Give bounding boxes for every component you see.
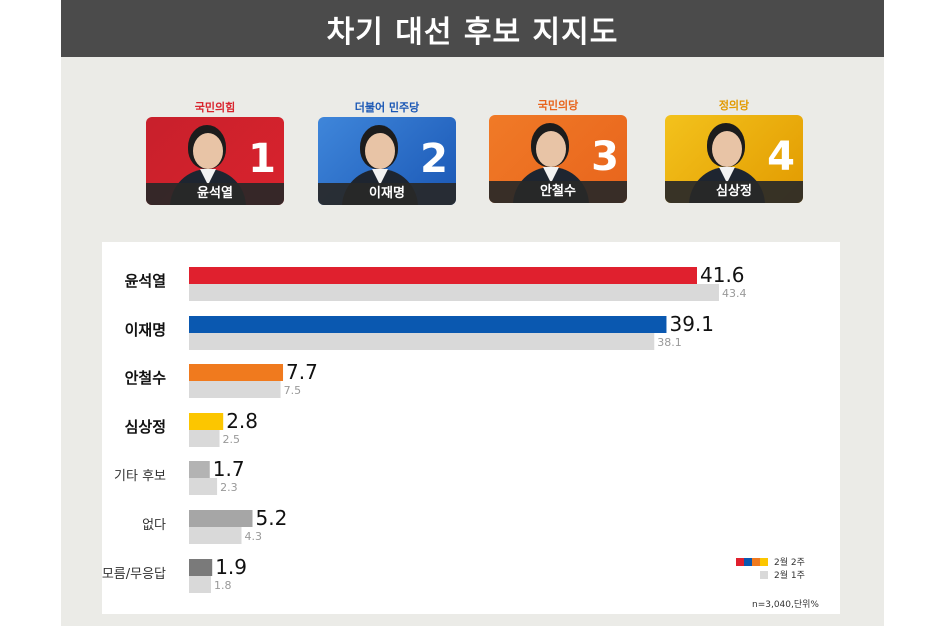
party-label: 더불어 민주당 bbox=[354, 101, 420, 114]
legend-swatch-previous bbox=[736, 570, 768, 579]
candidate-card-1: 국민의힘 1 윤석열 bbox=[146, 100, 284, 205]
value-label-previous: 2.3 bbox=[220, 481, 238, 494]
value-label-current: 39.1 bbox=[669, 312, 714, 336]
candidate-photo: 4 심상정 bbox=[665, 115, 803, 203]
chart-panel: 윤석열 41.6 43.4 이재명 39.1 38.1 안철수 7.7 7.5 심상정 2.8 2.5… bbox=[102, 242, 840, 614]
candidate-card-4: 정의당 4 심상정 bbox=[665, 98, 803, 203]
page-title: 차기 대선 후보 지지도 bbox=[61, 0, 884, 57]
category-label: 안철수 bbox=[125, 369, 167, 387]
candidate-card-3: 국민의당 3 안철수 bbox=[489, 98, 627, 203]
category-label: 윤석열 bbox=[125, 272, 166, 290]
category-label: 모름/무응답 bbox=[102, 567, 166, 582]
bar-current bbox=[189, 413, 224, 430]
value-label-current: 41.6 bbox=[700, 263, 745, 287]
category-label: 심상정 bbox=[125, 418, 166, 436]
legend-swatch-current bbox=[736, 557, 768, 566]
bar-current bbox=[189, 461, 210, 478]
legend-item-current: 2월 2주 bbox=[736, 555, 805, 568]
legend-item-previous: 2월 1주 bbox=[736, 568, 805, 581]
value-label-current: 2.8 bbox=[226, 409, 258, 433]
bar-current bbox=[189, 559, 213, 576]
bar-current bbox=[189, 510, 253, 527]
candidate-number: 1 bbox=[248, 136, 276, 182]
bar-previous bbox=[189, 527, 242, 544]
bar-chart: 윤석열 41.643.4 이재명 39.138.1 안철수 7.77.5 심상정 2.82.5… bbox=[102, 263, 747, 593]
legend-label-previous: 2월 1주 bbox=[774, 571, 805, 581]
party-label: 정의당 bbox=[718, 99, 750, 112]
party-label: 국민의힘 bbox=[194, 101, 236, 114]
chart-legend: 2월 2주 2월 1주 bbox=[736, 555, 805, 581]
legend-label-current: 2월 2주 bbox=[774, 558, 805, 568]
value-label-previous: 1.8 bbox=[214, 579, 232, 592]
value-label-previous: 7.5 bbox=[284, 384, 302, 397]
candidate-number: 4 bbox=[767, 134, 795, 180]
value-label-previous: 4.3 bbox=[245, 530, 263, 543]
candidate-card-2: 더불어 민주당 2 이재명 bbox=[318, 100, 456, 205]
bar-previous bbox=[189, 576, 211, 593]
candidate-name: 심상정 bbox=[665, 181, 803, 203]
value-label-current: 5.2 bbox=[256, 506, 288, 530]
bar-current bbox=[189, 316, 667, 333]
candidate-name: 이재명 bbox=[318, 183, 456, 205]
value-label-current: 1.7 bbox=[213, 457, 245, 481]
candidate-number: 3 bbox=[591, 134, 619, 180]
bar-previous bbox=[189, 381, 281, 398]
party-label: 국민의당 bbox=[537, 99, 579, 112]
bar-previous bbox=[189, 284, 719, 301]
value-label-current: 1.9 bbox=[215, 555, 247, 579]
category-label: 없다 bbox=[142, 518, 166, 533]
candidate-photo: 2 이재명 bbox=[318, 117, 456, 205]
category-label: 이재명 bbox=[125, 321, 166, 339]
candidate-name: 안철수 bbox=[489, 181, 627, 203]
category-label: 기타 후보 bbox=[114, 469, 166, 484]
candidate-photo: 1 윤석열 bbox=[146, 117, 284, 205]
candidate-photo: 3 안철수 bbox=[489, 115, 627, 203]
bar-current bbox=[189, 267, 697, 284]
value-label-previous: 2.5 bbox=[223, 433, 241, 446]
value-label-current: 7.7 bbox=[286, 360, 318, 384]
bar-previous bbox=[189, 478, 218, 495]
candidate-number: 2 bbox=[420, 136, 448, 182]
value-label-previous: 43.4 bbox=[722, 287, 747, 300]
sample-note: n=3,040,단위% bbox=[752, 600, 819, 610]
value-label-previous: 38.1 bbox=[657, 336, 682, 349]
candidate-name: 윤석열 bbox=[146, 183, 284, 205]
bar-current bbox=[189, 364, 284, 381]
bar-previous bbox=[189, 430, 220, 447]
bar-previous bbox=[189, 333, 655, 350]
